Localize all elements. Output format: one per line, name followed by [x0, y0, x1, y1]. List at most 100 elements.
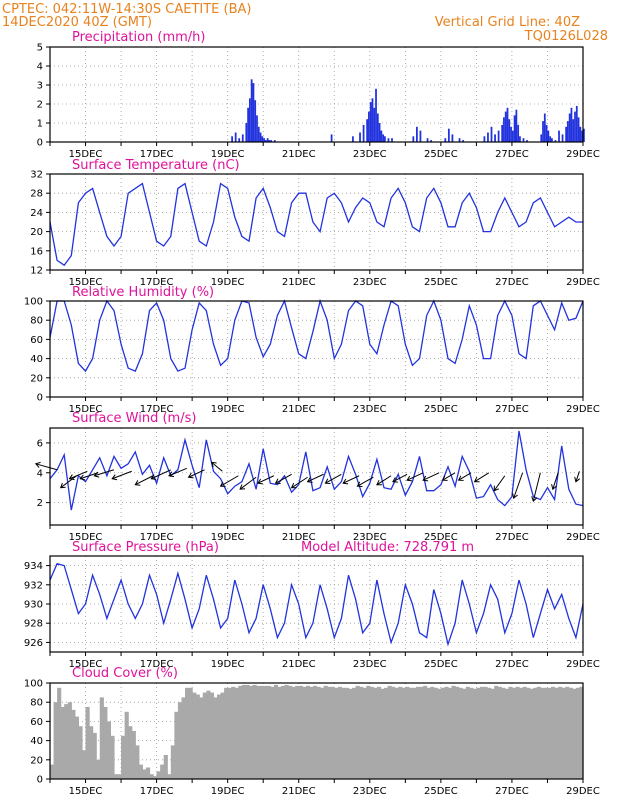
precip-bar — [426, 138, 429, 142]
cloud-bar — [177, 702, 183, 779]
temp-ytick-label: 20 — [30, 227, 43, 238]
wind-xtick-label: 17DEC — [140, 532, 174, 543]
rh-xtick-label: 15DEC — [69, 404, 103, 415]
precip-bar — [250, 79, 253, 142]
cloud-bar — [227, 687, 232, 779]
precip-bar — [575, 105, 578, 142]
wind-vector-head — [473, 476, 480, 483]
precip-bar — [247, 107, 249, 142]
wind-vector-head — [457, 475, 464, 481]
cloud-bar — [558, 686, 563, 779]
wind-vector-head — [168, 471, 175, 478]
wind-vector-head — [342, 478, 349, 485]
cloud-bar — [81, 750, 87, 779]
precip-bar — [547, 130, 550, 142]
precip-bar — [506, 107, 509, 142]
cloud-bar — [476, 687, 481, 779]
precip-bar — [490, 126, 493, 142]
rh-xtick-label: 25DEC — [424, 404, 458, 415]
precip-ytick-label: 4 — [37, 62, 43, 73]
cloud-bar — [241, 684, 247, 779]
cloud-bar — [412, 687, 417, 779]
precip-ytick-label: 2 — [37, 100, 43, 111]
cloud-bar — [103, 707, 108, 779]
cloud-bar — [181, 697, 186, 779]
wind-vector-head — [422, 475, 429, 482]
wind-vector-head — [274, 478, 281, 484]
cloud-bar — [352, 687, 357, 779]
precip-bar — [522, 138, 525, 142]
station-header: CPTEC: 042:11W-14:30S CAETITE (BA) — [2, 2, 251, 17]
cloud-bar — [479, 686, 485, 779]
wind-vector-head — [290, 482, 297, 489]
cloud-bar — [415, 686, 421, 779]
cloud-bar — [423, 685, 428, 779]
precip-bar — [444, 138, 447, 142]
press-ytick-label: 926 — [24, 638, 43, 649]
precip-bar — [565, 126, 568, 142]
precip-bar — [376, 113, 379, 142]
rh-xtick-label: 29DEC — [566, 404, 600, 415]
cloud-bar — [298, 685, 303, 779]
cloud-bar — [153, 776, 158, 779]
press-xtick-label: 27DEC — [495, 659, 529, 670]
cloud-bar — [174, 711, 179, 779]
cloud-ytick-label: 40 — [30, 736, 43, 747]
cloud-bar — [384, 687, 389, 779]
cloud-bar — [536, 686, 541, 779]
precip-bar — [252, 83, 255, 142]
wind-vector — [532, 472, 541, 502]
wind-vector — [168, 467, 187, 477]
wind-vector-head — [392, 477, 398, 483]
cloud-bar — [248, 685, 254, 779]
temp-xtick-label: 19DEC — [211, 277, 245, 288]
cloud-xtick-label: 29DEC — [566, 786, 600, 797]
wind-vector — [69, 470, 88, 480]
wind-vector — [325, 473, 342, 484]
cloud-bar — [263, 685, 268, 779]
cloud-bar — [273, 684, 279, 779]
rh-frame — [49, 300, 584, 398]
wind-vector-head — [257, 478, 263, 485]
precip-ytick-label: 5 — [37, 43, 43, 54]
cloud-bar — [490, 688, 495, 779]
cloud-bar — [320, 687, 325, 779]
precip-bar — [384, 136, 386, 142]
precip-bar — [352, 136, 354, 142]
wind-vector — [291, 476, 308, 489]
precip-bar — [380, 130, 383, 142]
cloud-bar — [142, 769, 147, 779]
cloud-bar — [163, 755, 168, 779]
wind-vector-head — [441, 475, 448, 481]
wind-vector-head — [187, 472, 194, 479]
cloud-bar — [192, 692, 197, 779]
wind-vector-head — [34, 461, 41, 468]
precip-bar — [447, 128, 450, 142]
cloud-bar — [497, 686, 502, 779]
wind-xtick-label: 15DEC — [69, 532, 103, 543]
rh-xtick-label: 17DEC — [140, 404, 174, 415]
rh-ytick-label: 100 — [24, 297, 43, 308]
cloud-bar — [469, 687, 474, 779]
press-ytick-label: 934 — [24, 561, 43, 572]
wind-frame — [49, 427, 584, 526]
cloud-bar — [519, 687, 524, 779]
cloud-bar — [387, 685, 392, 779]
cloud-frame — [49, 682, 584, 780]
cloud-xtick-label: 15DEC — [69, 786, 103, 797]
precip-xtick-label: 27DEC — [495, 149, 529, 160]
model-altitude: Model Altitude: 728.791 m — [301, 540, 474, 555]
wind-xtick-label: 25DEC — [424, 532, 458, 543]
cloud-bar — [309, 686, 314, 779]
cloud-bar — [323, 685, 328, 779]
press-xtick-label: 21DEC — [282, 659, 316, 670]
cloud-bar — [330, 686, 335, 779]
precip-bar — [415, 126, 418, 142]
precip-bar — [572, 119, 575, 142]
cloud-bar — [522, 686, 527, 779]
cloud-xtick-label: 23DEC — [353, 786, 387, 797]
cloud-bar — [74, 716, 80, 779]
cloud-ytick-label: 60 — [30, 717, 43, 728]
precip-ytick-label: 1 — [37, 119, 43, 130]
press-xtick-label: 23DEC — [353, 659, 387, 670]
